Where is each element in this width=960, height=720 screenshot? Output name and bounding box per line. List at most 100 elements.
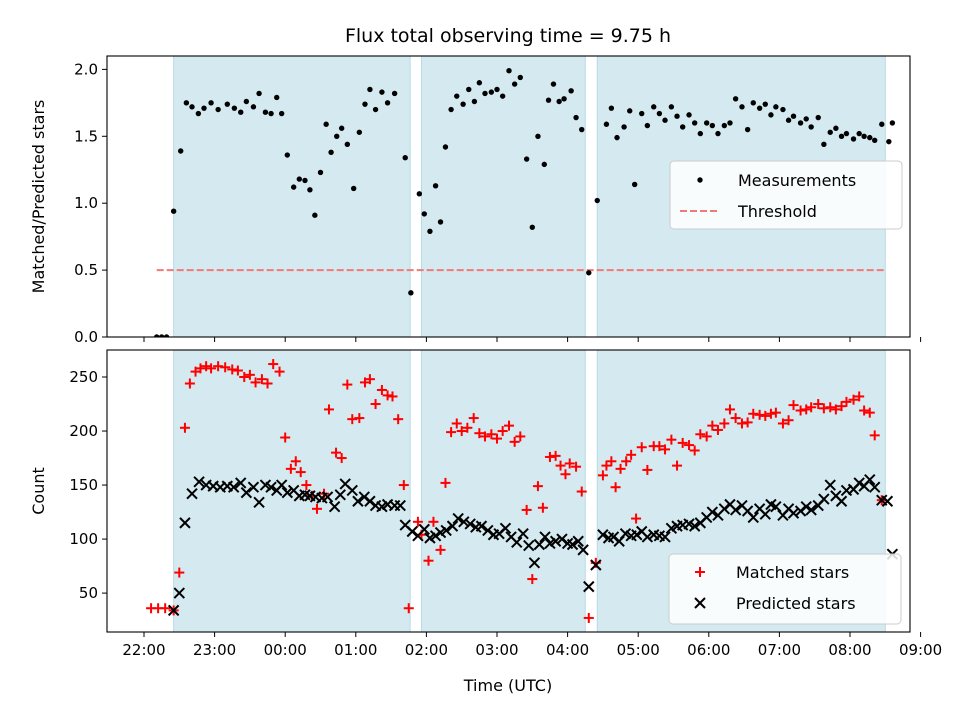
matched-star-point [262, 378, 273, 389]
matched-star-point [256, 374, 267, 385]
matched-star-point [423, 555, 434, 566]
x-tick-label: 22:00 [122, 641, 165, 659]
measurement-point [886, 138, 892, 145]
predicted-star-point [240, 486, 253, 499]
predicted-star-point [881, 495, 894, 507]
measurement-point [274, 94, 280, 101]
measurement-point [195, 110, 202, 117]
measurement-point [797, 120, 804, 126]
matched-star-point [677, 437, 688, 448]
measurement-point [773, 104, 779, 110]
measurement-point [391, 90, 398, 97]
measurement-point [833, 125, 839, 131]
predicted-star-point [446, 520, 459, 532]
matched-star-point [636, 442, 647, 453]
measurement-point [838, 133, 845, 139]
matched-star-point [393, 414, 404, 425]
matched-star-point [571, 461, 582, 472]
measurement-point [768, 112, 774, 118]
matched-star-point [765, 408, 776, 419]
x-axis-label: Time (UTC) [463, 676, 552, 695]
measurement-point [256, 90, 262, 97]
measurement-point [644, 122, 651, 129]
measurement-point [568, 88, 574, 94]
matched-star-point [689, 445, 700, 456]
legend-predicted-marker [694, 597, 706, 609]
predicted-star-point [253, 496, 265, 509]
measurement-point [231, 105, 238, 111]
matched-star-point [748, 408, 759, 419]
matched-star-point [583, 612, 594, 623]
predicted-star-point [597, 529, 609, 541]
matched-star-point [869, 430, 880, 441]
predicted-star-point [539, 531, 551, 543]
matched-star-point [382, 390, 393, 401]
matched-star-point [468, 413, 479, 424]
matched-star-point [497, 426, 508, 437]
y-tick-label: 100 [69, 530, 98, 548]
predicted-star-point [517, 527, 529, 540]
axes-frame [106, 349, 911, 633]
matched-star-point [342, 379, 353, 390]
measurement-point [476, 80, 483, 86]
legend-matched-label: Matched stars [736, 563, 849, 582]
predicted-star-point [641, 531, 654, 543]
matched-star-point [509, 436, 520, 447]
measurement-point [608, 105, 615, 111]
measurement-point [238, 109, 244, 115]
predicted-star-point [440, 524, 452, 537]
predicted-star-point [227, 481, 240, 493]
measurement-point [732, 96, 739, 102]
measurement-point [511, 81, 518, 87]
matched-star-point [712, 424, 723, 435]
matched-star-point [285, 463, 296, 474]
matched-star-point [370, 399, 381, 410]
measurement-point [402, 154, 408, 161]
measurement-point [379, 89, 385, 95]
x-tick-label: 08:00 [828, 641, 871, 659]
legend-box [669, 160, 903, 230]
predicted-star-point [458, 516, 470, 528]
measurement-point [550, 81, 557, 87]
predicted-star-point [566, 538, 579, 551]
x-tick-label: 00:00 [264, 641, 307, 659]
predicted-star-point [800, 500, 812, 513]
matched-star-point [825, 402, 836, 413]
matched-star-point [232, 365, 243, 376]
matched-star-point [213, 361, 224, 372]
matched-star-point [777, 418, 788, 429]
measurement-point [639, 110, 645, 117]
matched-star-point [560, 469, 571, 480]
measurement-point [262, 109, 269, 115]
measurement-point [278, 110, 285, 117]
measurement-point [454, 93, 460, 99]
matched-star-point [174, 567, 185, 578]
measurement-point [679, 124, 686, 130]
matched-star-point [268, 359, 279, 370]
measurement-point [344, 141, 351, 148]
measurement-point [545, 97, 552, 103]
predicted-star-point [549, 535, 562, 547]
matched-star-point [801, 404, 812, 415]
predicted-star-point [429, 530, 442, 542]
x-tick-label: 03:00 [475, 641, 518, 659]
measurement-point [338, 125, 345, 131]
matched-star-point [672, 460, 683, 471]
predicted-star-point [418, 523, 430, 536]
predicted-star-point [167, 604, 180, 617]
predicted-star-point [394, 499, 406, 512]
matched-star-point [841, 396, 852, 407]
y-tick-label: 1.5 [74, 127, 98, 145]
predicted-star-point [787, 507, 800, 519]
measurement-point [243, 98, 250, 105]
legend-predicted-label: Predicted stars [736, 594, 856, 613]
x-tick-label: 23:00 [193, 641, 236, 659]
measurement-point [651, 104, 657, 110]
matched-star-point [660, 444, 671, 455]
predicted-star-point [328, 500, 341, 513]
x-tick-label: 02:00 [405, 641, 448, 659]
measurement-point [317, 169, 324, 176]
predicted-star-point [583, 580, 595, 593]
matched-star-point [615, 463, 626, 474]
